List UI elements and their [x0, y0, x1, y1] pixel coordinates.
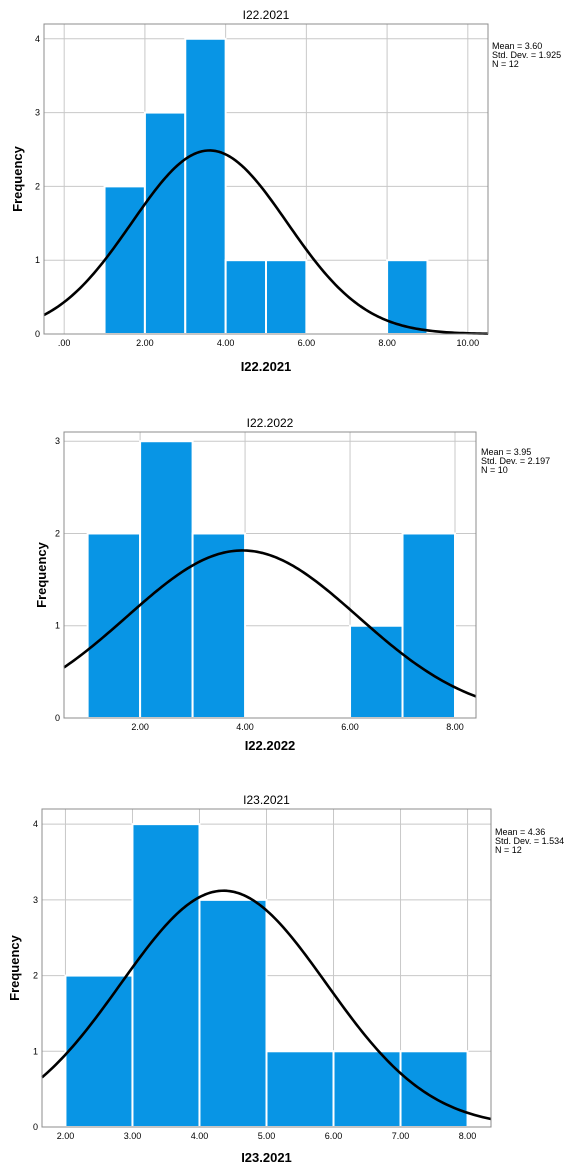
chart-title: I23.2021 [243, 793, 290, 807]
plot-frame [43, 23, 489, 335]
x-tick-label: 5.00 [258, 1131, 276, 1141]
histogram-bar [349, 624, 404, 720]
x-axis-label: I22.2021 [241, 359, 292, 374]
x-tick-label: 10.00 [457, 338, 480, 348]
histogram-bar [143, 111, 187, 335]
histogram-bar [265, 259, 308, 336]
y-tick-label: 3 [35, 108, 40, 118]
x-tick-label: 7.00 [392, 1131, 410, 1141]
histogram-bar [265, 1050, 335, 1129]
y-tick-label: 4 [33, 819, 38, 829]
normal-curve-line [41, 889, 492, 1121]
y-tick-label: 1 [55, 621, 60, 631]
y-tick-label: 3 [55, 436, 60, 446]
x-tick-label: 8.00 [446, 722, 464, 732]
y-tick-label: 2 [55, 528, 60, 538]
y-tick-label: 0 [55, 713, 60, 723]
x-tick-label: .00 [58, 338, 71, 348]
stats-legend-line: Std. Dev. = 1.925 [492, 50, 561, 60]
histogram-bar [198, 898, 268, 1128]
histogram-bar [191, 532, 247, 720]
chart-title: I22.2021 [243, 8, 290, 22]
x-tick-label: 6.00 [341, 722, 359, 732]
histogram-chart-3: 2.00 3.00 4.00 5.00 6.00 7.00 8.00 0 1 2 3 4 I23.202… [7, 793, 564, 1165]
y-axis-label: Frequency [34, 541, 49, 608]
histogram-bar [184, 37, 227, 336]
histogram-bar [401, 532, 457, 720]
x-tick-label: 6.00 [298, 338, 316, 348]
y-tick-label: 2 [33, 971, 38, 981]
y-tick-label: 0 [33, 1122, 38, 1132]
x-tick-label: 2.00 [136, 338, 154, 348]
stats-legend-line: Mean = 3.95 [481, 447, 531, 457]
y-tick-label: 1 [35, 255, 40, 265]
histogram-bar [103, 185, 146, 335]
x-tick-label: 6.00 [325, 1131, 343, 1141]
chart-title: I22.2022 [247, 416, 294, 430]
histogram-bar [139, 440, 194, 719]
plot-frame [41, 808, 492, 1128]
x-tick-label: 8.00 [459, 1131, 477, 1141]
stats-legend-line: Mean = 4.36 [495, 827, 545, 837]
stats-legend-line: Std. Dev. = 2.197 [481, 456, 550, 466]
histogram-chart-2: 2.00 4.00 6.00 8.00 0 1 2 3 I22.2022 I22.2022 Freq… [34, 416, 550, 753]
x-tick-label: 3.00 [124, 1131, 142, 1141]
stats-legend-line: N = 12 [492, 59, 519, 69]
normal-curve-line [63, 549, 477, 698]
x-tick-label: 4.00 [236, 722, 254, 732]
y-axis-label: Frequency [10, 145, 25, 212]
x-tick-label: 2.00 [57, 1131, 75, 1141]
y-tick-label: 4 [35, 34, 40, 44]
y-tick-label: 2 [35, 181, 40, 191]
x-tick-label: 2.00 [131, 722, 149, 732]
x-tick-label: 4.00 [191, 1131, 209, 1141]
histogram-bar [399, 1050, 469, 1129]
y-tick-label: 1 [33, 1046, 38, 1056]
x-tick-label: 4.00 [217, 338, 235, 348]
histogram-bar [131, 823, 201, 1129]
stats-legend-line: Std. Dev. = 1.534 [495, 836, 564, 846]
stats-legend-line: N = 12 [495, 845, 522, 855]
histogram-bar [86, 532, 142, 720]
normal-curve-line [43, 149, 489, 335]
stats-legend-line: Mean = 3.60 [492, 41, 542, 51]
plot-frame [63, 431, 477, 719]
x-tick-label: 8.00 [378, 338, 396, 348]
y-tick-label: 3 [33, 895, 38, 905]
x-axis-label: I22.2022 [245, 738, 296, 753]
x-axis-label: I23.2021 [241, 1150, 292, 1165]
histogram-bar [64, 974, 134, 1128]
y-axis-label: Frequency [7, 934, 22, 1001]
histogram-chart-1: .00 2.00 4.00 6.00 8.00 10.00 0 1 2 3 4 I22.2021 I22… [10, 8, 561, 374]
y-tick-label: 0 [35, 329, 40, 339]
histogram-bar [224, 259, 268, 336]
stats-legend-line: N = 10 [481, 465, 508, 475]
